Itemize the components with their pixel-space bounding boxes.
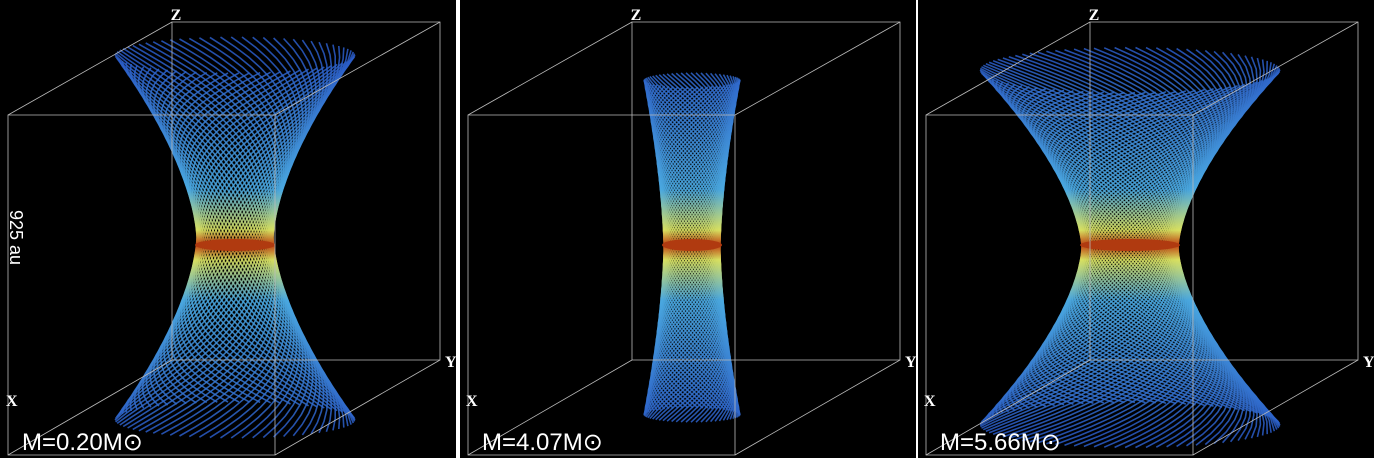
panel: Z Y X M=5.66M⊙ xyxy=(918,0,1374,458)
disk xyxy=(1080,239,1180,251)
mass-label: M=5.66M⊙ xyxy=(940,429,1061,456)
field-line xyxy=(185,70,354,418)
field-line xyxy=(116,57,295,439)
scale-label: 925 au xyxy=(6,210,26,265)
cube-edge xyxy=(467,21,633,116)
field-line xyxy=(189,68,348,415)
field-line xyxy=(134,65,311,438)
field-line xyxy=(137,66,314,438)
field-line xyxy=(121,60,301,439)
axis-label-z: Z xyxy=(1089,7,1100,24)
field-line xyxy=(118,59,298,439)
field-line xyxy=(175,72,355,424)
cube-edge xyxy=(7,359,173,456)
disk xyxy=(662,239,722,251)
panel: Z Y X M=0.20M⊙ xyxy=(0,0,457,458)
cube-edge xyxy=(1192,21,1359,116)
cube-edge xyxy=(734,359,901,456)
cube-edge xyxy=(7,21,173,116)
field-line xyxy=(116,50,285,437)
axis-label-y: Y xyxy=(445,354,457,371)
axis-label-x: X xyxy=(924,393,936,410)
axis-label-y: Y xyxy=(905,354,917,371)
mass-label: M=4.07M⊙ xyxy=(482,429,603,456)
field-line xyxy=(178,71,356,422)
field-line xyxy=(114,55,292,439)
disk xyxy=(195,239,275,251)
field-line xyxy=(129,63,307,439)
cube-edge xyxy=(1192,359,1359,456)
field-line xyxy=(115,52,287,438)
field-line xyxy=(1032,46,1219,404)
axis-label-x: X xyxy=(466,393,478,410)
field-line xyxy=(643,79,723,409)
field-line xyxy=(1069,60,1268,412)
field-line xyxy=(191,67,343,413)
cube-edge xyxy=(925,359,1091,456)
field-line xyxy=(125,62,304,439)
cube-edge xyxy=(734,21,901,116)
cube-edge xyxy=(274,359,441,456)
axis-label-z: Z xyxy=(171,7,182,24)
cube-edge xyxy=(925,21,1091,116)
panel: Z Y X M=4.07M⊙ xyxy=(460,0,917,458)
field-line xyxy=(119,49,283,436)
cube-edge xyxy=(274,21,441,116)
field-line xyxy=(183,70,356,419)
axis-label-x: X xyxy=(6,393,18,410)
field-line xyxy=(980,67,1181,431)
axis-label-z: Z xyxy=(631,7,642,24)
field-line xyxy=(132,44,277,433)
cube-edge xyxy=(467,359,633,456)
mass-label: M=0.20M⊙ xyxy=(22,429,143,456)
axis-label-y: Y xyxy=(1363,354,1374,371)
field-line xyxy=(643,79,723,409)
field-line xyxy=(114,54,290,438)
